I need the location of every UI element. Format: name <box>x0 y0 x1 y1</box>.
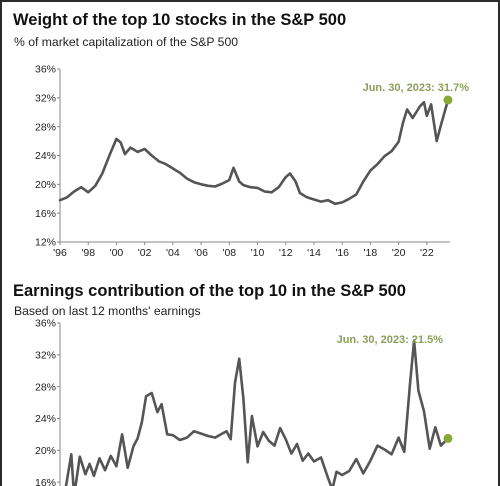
y-tick-label: 32% <box>35 349 56 361</box>
x-tick-label: '06 <box>194 247 208 259</box>
annotation-label: Jun. 30, 2023: 21.5% <box>337 334 444 346</box>
x-tick-label: '12 <box>279 247 293 259</box>
x-tick-label: '96 <box>53 247 67 259</box>
x-tick-label: '02 <box>138 247 152 259</box>
y-tick-label: 16% <box>35 477 56 486</box>
series-line <box>64 339 450 486</box>
end-point-marker <box>443 95 453 105</box>
y-tick-label: 36% <box>35 64 56 76</box>
x-tick-label: '18 <box>364 247 378 259</box>
chart-1-weight-of-top-10: 12% 16% 20% 24% 28% 32% 36% '96 '98 '00 '02 '04 '06 '… <box>35 64 470 259</box>
chart-1-title: Weight of the top 10 stocks in the S&P 5… <box>13 11 347 29</box>
y-tick-label: 12% <box>35 237 56 249</box>
x-tick-label: '08 <box>222 247 236 259</box>
x-tick-label: '04 <box>166 247 180 259</box>
y-tick-label: 28% <box>35 121 56 133</box>
y-tick-label: 20% <box>35 445 56 457</box>
chart-2-title: Earnings contribution of the top 10 in t… <box>13 282 406 300</box>
y-tick-label: 32% <box>35 92 56 104</box>
y-tick-label: 24% <box>35 150 56 162</box>
x-tick-label: '16 <box>335 247 349 259</box>
x-tick-label: '22 <box>420 247 434 259</box>
x-tick-label: '00 <box>110 247 124 259</box>
y-tick-label: 36% <box>35 318 56 330</box>
series-line <box>58 98 450 206</box>
end-point-marker <box>443 433 453 443</box>
y-tick-label: 24% <box>35 413 56 425</box>
x-tick-label: '10 <box>251 247 265 259</box>
x-tick-label: '98 <box>81 247 95 259</box>
y-tick-label: 28% <box>35 381 56 393</box>
annotation-label: Jun. 30, 2023: 31.7% <box>363 82 470 94</box>
chart-1-subtitle: % of market capitalization of the S&P 50… <box>14 35 239 49</box>
x-tick-label: '14 <box>307 247 321 259</box>
y-tick-label: 20% <box>35 179 56 191</box>
y-tick-label: 16% <box>35 208 56 220</box>
x-tick-label: '20 <box>392 247 406 259</box>
chart-2-subtitle: Based on last 12 months' earnings <box>14 304 201 318</box>
